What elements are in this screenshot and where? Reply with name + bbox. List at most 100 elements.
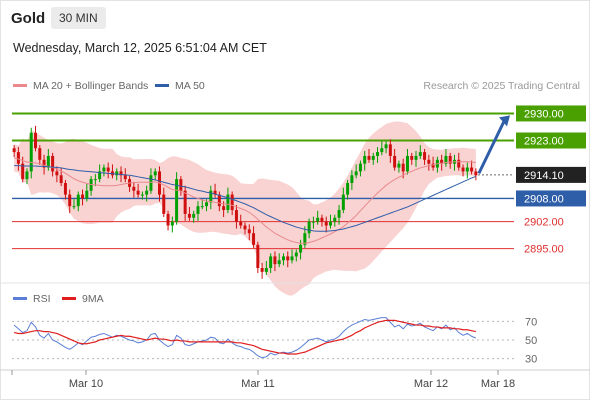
candle-body <box>269 256 273 268</box>
candle-body <box>431 163 435 168</box>
candle-body <box>217 194 221 207</box>
candle-body <box>16 152 20 164</box>
legend-ma50: MA 50 <box>155 80 205 92</box>
candle-body <box>423 152 427 160</box>
candle-body <box>427 159 431 164</box>
candle-body <box>320 217 324 222</box>
candle-body <box>465 167 469 172</box>
candle-body <box>461 167 465 172</box>
candle-body <box>264 268 268 272</box>
candle-body <box>183 190 187 214</box>
candle-body <box>115 171 119 176</box>
price-tag-resistance <box>516 105 586 122</box>
candle-body <box>162 194 166 214</box>
candle-body <box>358 163 362 172</box>
candle-body <box>324 221 328 226</box>
candle-body <box>367 155 371 160</box>
price-label-support: 2895.00 <box>524 244 564 256</box>
legend-ma20: MA 20 + Bollinger Bands <box>13 80 148 92</box>
candle-body <box>243 225 247 230</box>
price-tag-pivot <box>516 190 586 207</box>
candle-body <box>55 171 59 176</box>
candle-body <box>38 148 42 160</box>
candle-body <box>414 155 418 160</box>
candle-body <box>448 155 452 164</box>
candle-body <box>299 244 303 253</box>
candle-body <box>102 167 106 172</box>
ma20-line <box>14 157 476 244</box>
x-tick-label: Mar 10 <box>69 378 103 390</box>
candle-body <box>376 152 380 156</box>
candle-body <box>132 186 136 191</box>
candle-body <box>29 132 33 172</box>
rsi-tick-label: 70 <box>525 316 537 328</box>
candle-body <box>252 233 256 245</box>
price-tag-current <box>516 166 586 183</box>
candle-body <box>393 155 397 168</box>
price-label-resistance: 2930.00 <box>524 108 564 120</box>
price-label-resistance: 2923.00 <box>524 136 564 148</box>
candle-body <box>256 244 260 268</box>
candle-body <box>76 194 80 207</box>
candle-body <box>149 175 153 191</box>
legend-ma9-label: 9MA <box>82 293 104 305</box>
candle-body <box>192 213 196 218</box>
candle-body <box>444 155 448 164</box>
candle-body <box>470 167 474 172</box>
candle-body <box>260 268 264 272</box>
candle-body <box>166 213 170 226</box>
candle-body <box>200 206 204 208</box>
candle-body <box>63 183 67 195</box>
x-tick-label: Mar 11 <box>241 378 274 390</box>
candle-body <box>226 194 230 211</box>
candle-body <box>341 194 345 211</box>
credit-text: Research © 2025 Trading Central <box>423 80 580 92</box>
candle-body <box>170 221 174 226</box>
candle-body <box>93 179 97 181</box>
candle-body <box>34 132 38 149</box>
candle-body <box>294 252 298 257</box>
timeframe-button[interactable]: 30 MIN <box>51 7 106 29</box>
candle-body <box>98 171 102 180</box>
legend-ma50-swatch <box>155 83 169 87</box>
bollinger-band-fill <box>14 121 476 296</box>
candle-body <box>329 221 333 226</box>
candle-body <box>474 171 478 176</box>
candle-body <box>371 155 375 160</box>
candle-body <box>410 155 414 160</box>
candle-body <box>247 229 251 234</box>
candle-body <box>457 159 461 168</box>
candle-body <box>140 194 144 196</box>
candle-body <box>281 256 285 261</box>
projection-arrow <box>477 120 506 174</box>
candle-body <box>187 213 191 218</box>
candle-body <box>303 233 307 245</box>
candle-body <box>354 171 358 176</box>
candle-body <box>388 144 392 156</box>
candle-body <box>153 171 157 176</box>
header: Gold 30 MIN <box>0 0 590 36</box>
legend-rsi-swatch <box>13 296 27 300</box>
candle-body <box>350 175 354 183</box>
timestamp: Wednesday, March 12, 2025 6:51:04 AM CET <box>13 41 267 55</box>
candle-body <box>401 163 405 172</box>
candle-body <box>290 256 294 261</box>
legend-ma9-swatch <box>62 296 76 300</box>
candle-body <box>42 159 46 168</box>
candle-body <box>21 163 25 180</box>
candle-body <box>384 144 388 149</box>
candle-body <box>196 206 200 214</box>
price-label-pivot: 2908.00 <box>524 193 564 205</box>
rsi-tick-label: 50 <box>525 335 537 347</box>
candle-body <box>405 155 409 172</box>
candle-body <box>316 217 320 222</box>
candle-body <box>230 194 234 211</box>
candle-body <box>209 190 213 203</box>
candle-body <box>12 148 16 153</box>
candle-body <box>179 179 183 191</box>
candle-body <box>46 155 50 168</box>
price-label-current: 2914.10 <box>524 170 564 182</box>
candle-body <box>106 167 110 172</box>
candle-body <box>136 190 140 195</box>
